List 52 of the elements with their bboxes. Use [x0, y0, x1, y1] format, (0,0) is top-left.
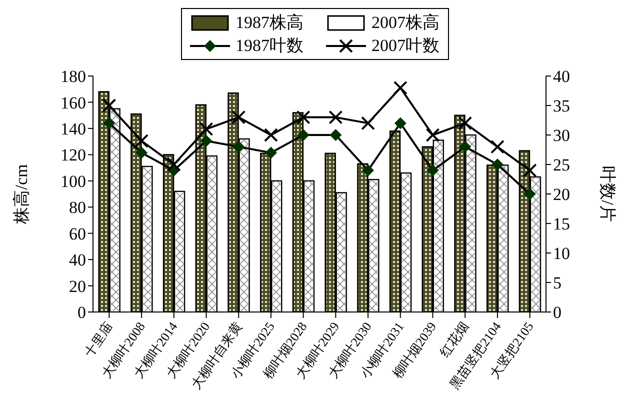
- y-tick-label: 20: [69, 276, 86, 296]
- legend-label: 2007株高: [372, 12, 440, 34]
- point: [459, 140, 472, 153]
- y-axis-title: 株高/cm: [12, 164, 32, 225]
- y-tick-label: 100: [60, 172, 86, 191]
- y2-tick-label: 30: [553, 126, 570, 146]
- y-tick-label: 180: [60, 67, 86, 86]
- point: [102, 98, 116, 112]
- y2-tick-label: 40: [553, 67, 570, 86]
- point: [522, 163, 537, 178]
- point: [328, 110, 343, 124]
- y-tick-label: 80: [69, 198, 86, 218]
- point: [296, 110, 310, 124]
- legend-label: 1987株高: [236, 12, 304, 34]
- point: [200, 134, 212, 147]
- legend-label: 2007叶数: [372, 35, 440, 57]
- y2-tick-label: 20: [553, 185, 570, 204]
- point: [297, 129, 310, 141]
- point: [199, 122, 214, 136]
- point: [393, 80, 408, 95]
- y-tick-label: 0: [78, 303, 86, 322]
- y2-tick-label: 15: [553, 214, 570, 234]
- y-tick-label: 40: [69, 250, 86, 270]
- point: [458, 116, 472, 130]
- y2-tick-label: 25: [553, 156, 570, 175]
- point: [491, 158, 504, 170]
- point: [136, 146, 148, 159]
- point: [426, 164, 439, 176]
- y-tick-label: 140: [60, 119, 86, 138]
- point: [103, 117, 116, 130]
- point: [330, 129, 342, 141]
- point: [232, 140, 245, 153]
- point: [264, 128, 278, 142]
- y-tick-label: 160: [60, 93, 86, 112]
- y-tick-label: 60: [69, 224, 86, 244]
- point: [166, 158, 181, 172]
- legend-label: 1987叶数: [236, 35, 304, 57]
- point: [426, 128, 440, 142]
- y2-tick-label: 0: [553, 303, 562, 322]
- point: [394, 117, 406, 130]
- y2-tick-label: 10: [553, 244, 570, 264]
- point: [524, 188, 536, 200]
- y2-axis-title: 叶数/片: [598, 166, 617, 222]
- point: [361, 116, 376, 130]
- point: [264, 146, 277, 159]
- point: [134, 134, 149, 148]
- point: [232, 110, 246, 124]
- point: [490, 140, 504, 154]
- point: [362, 164, 374, 176]
- y2-tick-label: 35: [553, 96, 570, 116]
- y-tick-label: 120: [60, 146, 86, 165]
- y2-tick-label: 5: [553, 274, 562, 293]
